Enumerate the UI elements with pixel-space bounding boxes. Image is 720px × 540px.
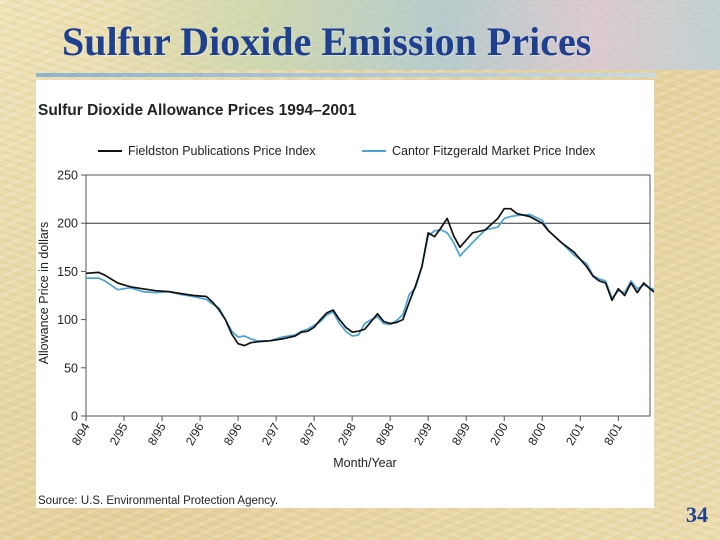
x-tick-label: 8/94 [69,420,93,448]
x-tick-label: 2/01 [563,420,587,448]
title-rule [36,73,656,77]
x-tick-label: 2/98 [335,420,359,448]
x-tick-label: 8/95 [145,420,169,448]
x-tick-label: 2/96 [183,420,207,448]
y-axis: 0 50 100 150 200 250 [57,169,86,424]
y-tick-label: 250 [57,169,78,183]
x-tick-label: 8/00 [525,420,549,448]
y-axis-label: Allowance Price in dollars [37,222,51,364]
legend-label-cantor: Cantor Fitzgerald Market Price Index [392,144,596,158]
series-line-fieldston [85,207,720,347]
legend: Fieldston Publications Price Index Canto… [98,144,596,158]
x-axis: 8/94 2/95 8/95 2/96 8/96 2/97 8/97 2/98 8/98 2/99… [69,416,625,448]
slide-title: Sulfur Dioxide Emission Prices [62,19,592,64]
page-number: 34 [686,502,708,527]
chart-svg: Sulfur Dioxide Allowance Prices 1994–200… [37,102,720,507]
y-tick-label: 200 [57,217,78,231]
x-tick-label: 8/01 [601,420,625,448]
source-note: Source: U.S. Environmental Protection Ag… [38,495,278,507]
plot-border [85,174,651,417]
x-tick-label: 2/97 [259,420,283,448]
y-tick-label: 100 [57,313,78,327]
x-tick-label: 8/96 [221,420,245,448]
series-lines [85,207,720,347]
title-banner-decoration [100,0,720,70]
x-tick-label: 8/98 [373,420,397,448]
y-tick-label: 150 [57,265,78,279]
x-axis-label: Month/Year [333,456,396,470]
legend-label-fieldston: Fieldston Publications Price Index [128,144,316,158]
x-tick-label: 8/97 [297,420,321,448]
x-tick-label: 2/00 [487,420,511,448]
series-line-cantor [86,213,720,342]
plot-frame [85,174,651,417]
x-tick-label: 2/95 [107,420,131,448]
x-tick-label: 8/99 [449,420,473,448]
y-tick-label: 50 [64,361,78,375]
y-tick-label: 0 [71,410,78,424]
x-tick-label: 2/99 [411,420,435,448]
chart-title: Sulfur Dioxide Allowance Prices 1994–200… [38,102,357,119]
chart-figure: Sulfur Dioxide Allowance Prices 1994–200… [36,80,720,508]
